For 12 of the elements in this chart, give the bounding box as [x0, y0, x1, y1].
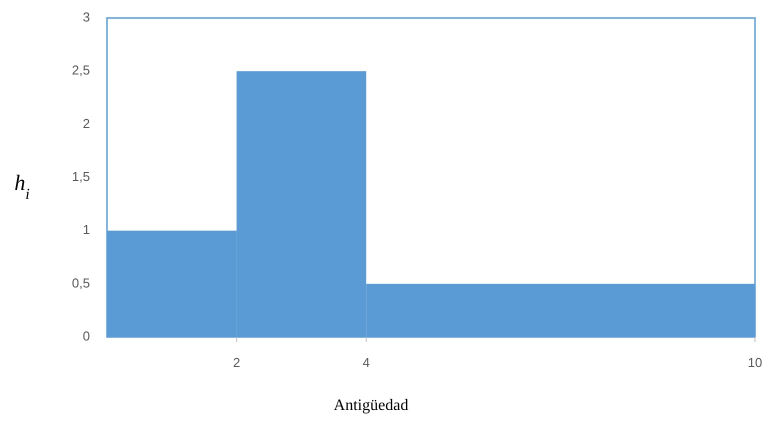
y-tick-label: 0: [82, 328, 90, 344]
x-tick-label: 4: [362, 355, 370, 370]
y-tick-label: 3: [82, 9, 90, 24]
y-tick-label: 1: [82, 222, 90, 238]
y-tick-label: 2: [82, 116, 90, 131]
y-axis-title: h$_{i}$: [14, 170, 30, 202]
y-tick-label: 0,5: [72, 275, 90, 290]
x-tick-label: 10: [748, 355, 762, 370]
x-axis-title: Antigüedad: [334, 397, 408, 414]
y-tick-label: 1,5: [72, 168, 90, 184]
y-tick-label: 2,5: [72, 62, 90, 78]
x-tick-label: 2: [232, 355, 240, 370]
